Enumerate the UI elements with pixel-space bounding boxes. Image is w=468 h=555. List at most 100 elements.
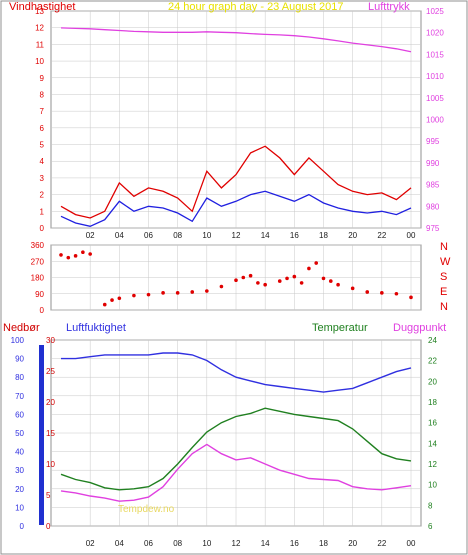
temperature-tick-label: 10 bbox=[428, 481, 437, 490]
bottom-x-tick-label: 04 bbox=[115, 539, 124, 548]
pressure-label: Lufttrykk bbox=[368, 1, 410, 13]
graph-title: 24 hour graph day - 23 August 2017 bbox=[168, 1, 344, 13]
top-x-tick-label: 04 bbox=[115, 231, 124, 240]
humidity-tick-label: 40 bbox=[15, 448, 24, 457]
direction-point bbox=[394, 291, 399, 296]
pressure-tick-label: 1020 bbox=[426, 29, 444, 38]
wind-speed-tick-label: 11 bbox=[36, 40, 45, 49]
direction-point bbox=[234, 278, 238, 283]
direction-tick-label: 90 bbox=[35, 290, 44, 299]
direction-point bbox=[263, 282, 267, 287]
wind-speed-label: Vindhastighet bbox=[9, 1, 75, 13]
top-x-tick-label: 06 bbox=[144, 231, 153, 240]
temperature-label: Temperatur bbox=[312, 322, 368, 334]
bottom-x-tick-label: 10 bbox=[202, 539, 211, 548]
direction-point bbox=[190, 290, 195, 294]
direction-point bbox=[175, 291, 180, 295]
top-x-tick-label: 18 bbox=[319, 231, 328, 240]
temperature-tick-label: 16 bbox=[428, 419, 437, 428]
humidity-tick-label: 0 bbox=[20, 522, 25, 531]
top-x-tick-label: 12 bbox=[232, 231, 241, 240]
direction-point bbox=[292, 274, 297, 279]
direction-tick-label: 0 bbox=[40, 306, 45, 315]
direction-point bbox=[66, 255, 71, 260]
direction-letter: E bbox=[440, 286, 447, 298]
humidity-tick-label: 90 bbox=[15, 355, 24, 364]
temperature-tick-label: 22 bbox=[428, 357, 437, 366]
bottom-x-tick-label: 00 bbox=[407, 539, 416, 548]
bottom-x-tick-label: 16 bbox=[290, 539, 299, 548]
temperature-tick-label: 24 bbox=[428, 336, 437, 345]
wind-speed-tick-label: 3 bbox=[40, 174, 45, 183]
direction-point bbox=[350, 286, 355, 291]
direction-point bbox=[132, 293, 136, 298]
top-x-tick-label: 16 bbox=[290, 231, 299, 240]
direction-point bbox=[205, 289, 209, 293]
direction-tick-label: 180 bbox=[31, 274, 45, 283]
humidity-tick-label: 70 bbox=[15, 392, 24, 401]
direction-point bbox=[336, 282, 340, 287]
direction-point bbox=[241, 275, 246, 280]
bottom-x-tick-label: 18 bbox=[319, 539, 328, 548]
bottom-series-line bbox=[60, 443, 412, 502]
rain-label: Nedbør bbox=[3, 322, 40, 334]
wind-speed-tick-label: 2 bbox=[40, 191, 45, 200]
humidity-tick-label: 60 bbox=[15, 410, 24, 419]
direction-point bbox=[285, 276, 289, 281]
top-x-tick-label: 20 bbox=[348, 231, 357, 240]
direction-point bbox=[110, 298, 114, 302]
pressure-tick-label: 985 bbox=[426, 181, 440, 190]
pressure-tick-label: 980 bbox=[426, 202, 440, 211]
humidity-tick-label: 20 bbox=[15, 485, 24, 494]
bottom-x-tick-label: 12 bbox=[232, 539, 241, 548]
temperature-tick-label: 18 bbox=[428, 398, 437, 407]
temperature-tick-label: 8 bbox=[428, 501, 433, 510]
bottom-x-tick-label: 20 bbox=[348, 539, 357, 548]
pressure-tick-label: 990 bbox=[426, 159, 440, 168]
rain-scale-bar bbox=[39, 345, 44, 525]
temperature-tick-label: 12 bbox=[428, 460, 437, 469]
temperature-tick-label: 20 bbox=[428, 377, 437, 386]
top-x-tick-label: 10 bbox=[202, 231, 211, 240]
direction-point bbox=[328, 279, 333, 283]
direction-tick-label: 270 bbox=[31, 257, 45, 266]
rain-tick-label: 5 bbox=[46, 491, 51, 500]
pressure-tick-label: 1010 bbox=[426, 72, 444, 81]
top-x-tick-label: 08 bbox=[173, 231, 182, 240]
top-x-tick-label: 02 bbox=[86, 231, 95, 240]
rain-tick-label: 30 bbox=[46, 336, 55, 345]
direction-point bbox=[256, 281, 260, 285]
direction-point bbox=[365, 290, 370, 294]
pressure-tick-label: 1000 bbox=[426, 116, 444, 125]
wind-speed-tick-label: 13 bbox=[35, 7, 44, 16]
direction-point bbox=[219, 284, 224, 289]
direction-point bbox=[117, 296, 122, 301]
direction-point bbox=[161, 291, 165, 295]
direction-point bbox=[307, 266, 311, 271]
direction-letter: N bbox=[440, 241, 448, 253]
rain-tick-label: 10 bbox=[46, 460, 55, 469]
direction-point bbox=[59, 253, 63, 257]
direction-point bbox=[299, 281, 304, 285]
humidity-label: Luftfuktighet bbox=[66, 322, 126, 334]
top-series-line bbox=[60, 190, 412, 227]
top-series-line bbox=[60, 27, 412, 53]
direction-point bbox=[73, 254, 78, 258]
temperature-tick-label: 6 bbox=[428, 522, 433, 531]
humidity-tick-label: 50 bbox=[15, 429, 24, 438]
humidity-tick-label: 80 bbox=[15, 373, 24, 382]
direction-point bbox=[409, 295, 413, 300]
humidity-tick-label: 100 bbox=[11, 336, 25, 345]
bottom-x-tick-label: 02 bbox=[86, 539, 95, 548]
direction-point bbox=[321, 276, 326, 281]
direction-point bbox=[102, 302, 107, 307]
direction-tick-label: 360 bbox=[31, 241, 45, 250]
bottom-x-tick-label: 06 bbox=[144, 539, 153, 548]
top-x-tick-label: 14 bbox=[261, 231, 270, 240]
wind-speed-tick-label: 6 bbox=[40, 124, 45, 133]
wind-speed-tick-label: 10 bbox=[35, 57, 44, 66]
wind-speed-tick-label: 1 bbox=[40, 207, 45, 216]
